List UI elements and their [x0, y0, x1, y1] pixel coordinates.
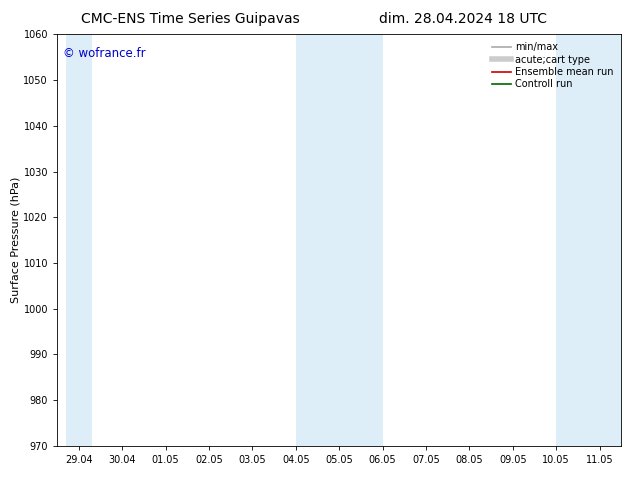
- Text: © wofrance.fr: © wofrance.fr: [63, 47, 145, 60]
- Bar: [556, 34, 621, 446]
- Text: CMC-ENS Time Series Guipavas: CMC-ENS Time Series Guipavas: [81, 12, 300, 26]
- Text: dim. 28.04.2024 18 UTC: dim. 28.04.2024 18 UTC: [379, 12, 547, 26]
- Bar: [296, 34, 382, 446]
- Legend: min/max, acute;cart type, Ensemble mean run, Controll run: min/max, acute;cart type, Ensemble mean …: [489, 39, 616, 92]
- Bar: [66, 34, 92, 446]
- Y-axis label: Surface Pressure (hPa): Surface Pressure (hPa): [11, 177, 21, 303]
